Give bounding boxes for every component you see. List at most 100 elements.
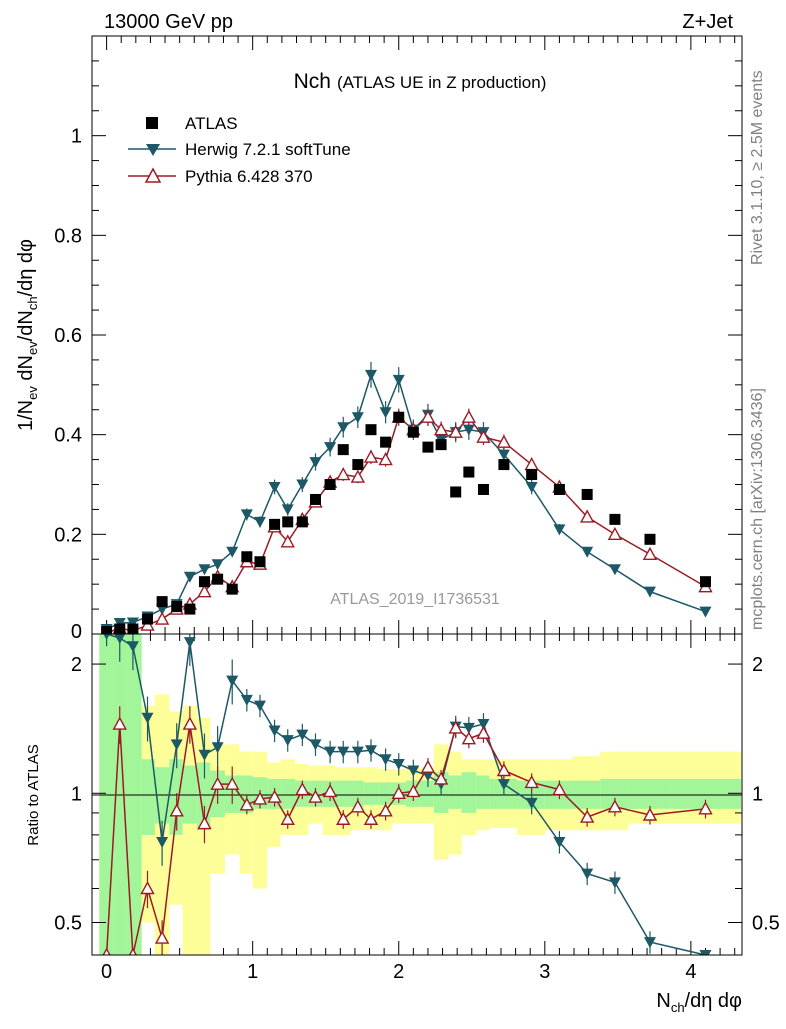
atlas-point xyxy=(101,626,113,638)
pythia-point xyxy=(496,434,512,448)
ratio-herwig-point xyxy=(268,725,281,737)
ratio-band-inner xyxy=(628,778,671,809)
herwig-point xyxy=(337,422,350,434)
atlas-point xyxy=(254,556,266,568)
ratio-herwig-point xyxy=(462,722,475,734)
ratio-series-layer xyxy=(102,634,713,955)
ratio-pythia-point xyxy=(698,801,713,815)
ratio-pythia-point xyxy=(295,782,310,796)
atlas-point xyxy=(644,533,656,545)
atlas-point xyxy=(198,576,210,588)
herwig-point xyxy=(351,412,364,424)
atlas-point xyxy=(463,466,475,478)
atlas-point xyxy=(699,576,711,588)
x-tick-label: 3 xyxy=(539,961,550,983)
ratio-band-inner xyxy=(350,780,364,807)
ratio-y-tick-label: 0.5 xyxy=(54,912,82,934)
ratio-pythia-point xyxy=(433,771,449,785)
legend-atlas-marker xyxy=(146,117,158,129)
ratio-pythia-point xyxy=(280,811,295,825)
atlas-point xyxy=(184,603,196,615)
x-tick-label: 4 xyxy=(685,961,696,983)
ratio-pythia-point xyxy=(448,720,463,734)
ratio-axis-ticks: 0.5 0.5 1 1 2 2 xyxy=(54,654,780,934)
herwig-point xyxy=(553,524,566,536)
ratio-y-tick-label: 0.5 xyxy=(752,912,780,934)
ratio-band-inner xyxy=(419,780,434,807)
ratio-pythia-point xyxy=(239,797,255,811)
main-plot: 0 1 2 3 4 0.2 0.4 0.6 0.8 1 0 Nch (ATLAS UE in Z pr… xyxy=(54,35,743,983)
ratio-herwig-point xyxy=(309,739,322,751)
atlas-point xyxy=(156,596,168,608)
herwig-point xyxy=(309,457,322,469)
pythia-point xyxy=(461,409,477,423)
ratio-pythia-point xyxy=(182,716,198,730)
atlas-point xyxy=(450,486,462,498)
atlas-point xyxy=(241,551,253,563)
analysis-tag: ATLAS_2019_I1736531 xyxy=(330,591,500,608)
atlas-point xyxy=(553,483,565,495)
ratio-herwig-point xyxy=(211,742,224,754)
pythia-point xyxy=(607,526,623,541)
pythia-point xyxy=(197,584,212,598)
herwig-point xyxy=(608,564,621,576)
y-axis-label: 1/Nev dNev/dNch/dη dφ xyxy=(15,239,40,431)
herwig-point xyxy=(364,369,377,381)
ratio-herwig-point xyxy=(407,765,420,777)
ratio-pythia-point xyxy=(267,789,282,803)
collision-label: 13000 GeV pp xyxy=(104,11,233,33)
legend-herwig-label: Herwig 7.2.1 softTune xyxy=(185,140,351,159)
herwig-point xyxy=(497,449,510,461)
pythia-point xyxy=(363,449,379,463)
ratio-pythia-point xyxy=(336,811,351,825)
x-tick-label: 0 xyxy=(101,961,112,983)
herwig-point xyxy=(643,586,656,598)
herwig-point xyxy=(392,374,405,386)
atlas-point xyxy=(498,459,510,471)
herwig-point xyxy=(253,516,266,528)
herwig-point xyxy=(324,442,337,454)
ratio-band-inner xyxy=(378,782,392,805)
herwig-point xyxy=(699,606,712,618)
ratio-herwig-point xyxy=(525,797,538,809)
herwig-point xyxy=(379,407,392,419)
ratio-pythia-point xyxy=(140,881,155,895)
ratio-y-tick-label: 2 xyxy=(71,654,82,676)
atlas-point xyxy=(114,623,126,635)
ratio-pythia-point xyxy=(476,725,491,739)
ratio-pythia-point xyxy=(154,930,170,944)
ratio-herwig-point xyxy=(281,735,294,747)
ratio-herwig-point xyxy=(114,634,126,645)
atlas-point xyxy=(352,459,364,471)
atlas-point xyxy=(581,488,593,500)
ratio-herwig-point xyxy=(324,746,337,758)
ratio-herwig-point xyxy=(643,937,656,949)
y-tick-label: 0.6 xyxy=(54,325,82,347)
ratio-herwig-point xyxy=(253,700,266,712)
x-tick-label: 2 xyxy=(393,961,404,983)
herwig-point xyxy=(296,479,309,491)
ratio-y-tick-label: 1 xyxy=(752,783,763,805)
pythia-point xyxy=(378,452,393,466)
ratio-pythia-point xyxy=(420,759,436,773)
ratio-plot: 0.5 0.5 1 1 2 2 xyxy=(54,633,780,956)
legend-herwig-marker xyxy=(146,144,160,156)
ratio-herwig-point xyxy=(379,754,392,766)
main-axis-ticks: 0 1 2 3 4 0.2 0.4 0.6 0.8 1 0 xyxy=(54,36,742,983)
legend-atlas-label: ATLAS xyxy=(185,114,238,133)
ratio-y-tick-label: 2 xyxy=(752,654,763,676)
ratio-pythia-point xyxy=(210,776,225,790)
ratio-band-inner xyxy=(335,780,351,807)
atlas-point xyxy=(269,518,281,530)
ratio-y-tick-label: 1 xyxy=(71,783,82,805)
atlas-point xyxy=(296,516,308,528)
atlas-point xyxy=(609,513,621,525)
atlas-point xyxy=(324,479,336,490)
ratio-band-inner xyxy=(448,775,462,809)
atlas-point xyxy=(477,483,489,495)
legend-pythia-label: Pythia 6.428 370 xyxy=(185,167,313,186)
ratio-pythia-point xyxy=(197,816,212,830)
main-series-layer xyxy=(99,361,713,639)
herwig-point xyxy=(462,424,475,436)
